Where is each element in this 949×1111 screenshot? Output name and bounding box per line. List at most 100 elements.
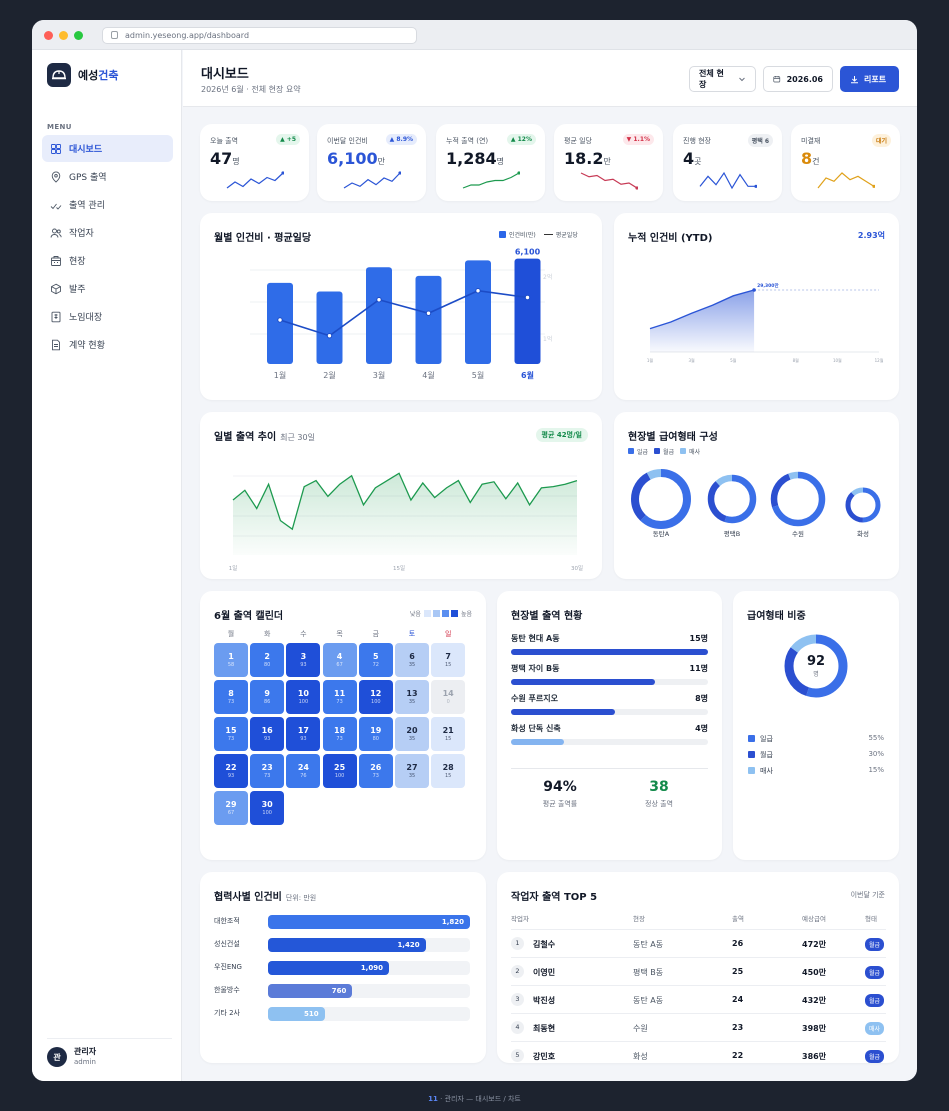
ytd-tick-label: 5월 (730, 357, 737, 363)
sidebar-item-6[interactable]: 발주 (42, 275, 173, 302)
x-tick-label: 5월 (472, 370, 484, 380)
avg-wage-point-3[interactable] (376, 297, 382, 303)
divider (511, 768, 708, 769)
maximize-window-button[interactable] (74, 31, 83, 40)
partner-bar-4[interactable]: 760 (268, 984, 353, 998)
kpi-card-5[interactable]: 진행 현장 평택 6 4곳 (673, 124, 782, 201)
donut-2-segment-2[interactable] (707, 474, 757, 524)
calendar-day-15[interactable]: 15 73 (214, 717, 248, 751)
calendar-day-7[interactable]: 7 15 (431, 643, 466, 677)
donut-3-segment-2[interactable] (770, 471, 826, 527)
calendar-day-29[interactable]: 29 67 (214, 791, 248, 825)
month-picker[interactable]: 2026.06 (763, 66, 833, 92)
sidebar-item-4[interactable]: 작업자 (42, 219, 173, 246)
report-button[interactable]: 리포트 (840, 66, 899, 92)
kpi-card-6[interactable]: 미결재 대기 8건 (791, 124, 900, 201)
calendar-day-1[interactable]: 1 58 (214, 643, 248, 677)
table-row[interactable]: 4 최동현 수원 23 398만 매사 (511, 1013, 886, 1041)
monthly-bar-3[interactable] (366, 267, 392, 364)
kpi-card-3[interactable]: 누적 출역 (연) ▲ 12% 1,284명 (436, 124, 545, 201)
donut-1-segment-2[interactable] (631, 469, 691, 529)
donut-4-segment-2[interactable] (845, 487, 881, 523)
partner-bar-track: 1,090 (268, 961, 470, 975)
partner-bar-3[interactable]: 1,090 (268, 961, 389, 975)
calendar-day-30[interactable]: 30 100 (250, 791, 285, 825)
donut-3-segment-3[interactable] (770, 471, 826, 527)
avg-wage-point-2[interactable] (326, 333, 333, 339)
partner-bar-5[interactable]: 510 (268, 1007, 325, 1021)
sidebar-item-7[interactable]: 노임대장 (42, 303, 173, 330)
avg-wage-point-4[interactable] (425, 310, 432, 316)
partner-bar-2[interactable]: 1,420 (268, 938, 426, 952)
site-select[interactable]: 전체 현장 (689, 66, 756, 92)
calendar-day-8[interactable]: 8 73 (214, 680, 248, 714)
calendar-day-25[interactable]: 25 100 (322, 754, 357, 788)
monthly-chart-title: 월별 인건비 · 평균일당 (214, 233, 312, 244)
calendar-day-21[interactable]: 21 15 (431, 717, 466, 751)
calendar-day-14[interactable]: 14 0 (431, 680, 466, 714)
pay-ratio-segment-2[interactable] (784, 634, 848, 698)
address-bar[interactable]: admin.yeseong.app/dashboard (102, 27, 417, 44)
calendar-day-4[interactable]: 4 67 (322, 643, 357, 677)
monthly-bar-4[interactable] (415, 275, 442, 364)
calendar-day-2[interactable]: 2 80 (250, 643, 285, 677)
calendar-day-19[interactable]: 19 80 (358, 717, 393, 751)
calendar-day-16[interactable]: 16 93 (250, 717, 285, 751)
kpi-badge: 평택 6 (747, 134, 773, 147)
close-window-button[interactable] (44, 31, 53, 40)
sidebar-item-1[interactable]: 대시보드 (42, 135, 173, 162)
calendar-day-20[interactable]: 20 35 (395, 717, 429, 751)
calendar-day-10[interactable]: 10 100 (286, 680, 321, 714)
box-icon (51, 283, 61, 294)
calendar-day-13[interactable]: 13 35 (395, 680, 429, 714)
user-profile[interactable]: 관 관리자 admin (47, 1038, 172, 1067)
table-row[interactable]: 2 이영민 평택 B동 25 450만 월급 (511, 957, 886, 985)
table-row[interactable]: 1 김철수 동탄 A동 26 472만 월급 (511, 929, 886, 957)
sidebar-item-8[interactable]: 계약 현황 (42, 331, 173, 358)
calendar-day-9[interactable]: 9 86 (250, 680, 285, 714)
pay-ratio-segment-3[interactable] (784, 634, 848, 698)
kpi-card-4[interactable]: 평균 일당 ▼ 1.1% 18.2만 (554, 124, 663, 201)
table-row[interactable]: 3 박진성 동탄 A동 24 432만 월급 (511, 985, 886, 1013)
calendar-day-26[interactable]: 26 73 (358, 754, 393, 788)
calendar-day-17[interactable]: 17 93 (286, 717, 321, 751)
avg-wage-point-5[interactable] (475, 288, 481, 294)
monthly-bar-2[interactable] (316, 291, 343, 364)
monthly-bar-1[interactable] (267, 282, 293, 364)
sparkline-end-point (398, 171, 401, 175)
monthly-bar-5[interactable] (465, 260, 491, 364)
sidebar-item-3[interactable]: 출역 관리 (42, 191, 173, 218)
sidebar-item-2[interactable]: GPS 출역 (42, 163, 173, 190)
scale-swatch-2 (432, 610, 440, 617)
avg-wage-point-1[interactable] (277, 317, 283, 323)
calendar-day-18[interactable]: 18 73 (322, 717, 357, 751)
kpi-card-1[interactable]: 오늘 출역 ▲ +5 47명 (200, 124, 309, 201)
donut-4-segment-3[interactable] (845, 487, 881, 523)
minimize-window-button[interactable] (59, 31, 68, 40)
monthly-bar-6[interactable] (514, 258, 541, 364)
ytd-current-point[interactable] (752, 288, 756, 292)
calendar-day-12[interactable]: 12 100 (358, 680, 393, 714)
calendar-day-5[interactable]: 5 72 (358, 643, 393, 677)
kpi-card-2[interactable]: 이번달 인건비 ▲ 8.9% 6,100만 (317, 124, 426, 201)
calendar-day-28[interactable]: 28 15 (431, 754, 466, 788)
lock-icon (111, 31, 118, 39)
partner-bar-1[interactable]: 1,820 (268, 915, 470, 929)
avg-wage-point-6[interactable] (524, 294, 531, 301)
calendar-day-3[interactable]: 3 93 (286, 643, 321, 677)
calendar-day-22[interactable]: 22 93 (214, 754, 248, 788)
calendar-day-23[interactable]: 23 73 (250, 754, 285, 788)
pay-ratio-card: 급여형태 비중 92 명 일급 55% 월급 30% 매사 15% (733, 591, 899, 860)
sidebar-item-5[interactable]: 현장 (42, 247, 173, 274)
brand[interactable]: 예성건축 (47, 63, 119, 87)
donuts-legend: 일급 월급 매사 (628, 447, 700, 456)
donut-1-segment-3[interactable] (631, 469, 691, 529)
calendar-day-11[interactable]: 11 73 (322, 680, 357, 714)
calendar-day-24[interactable]: 24 76 (286, 754, 321, 788)
daily-subtitle: 최근 30일 (280, 433, 315, 442)
building-icon (51, 255, 61, 266)
calendar-day-27[interactable]: 27 35 (395, 754, 429, 788)
table-row[interactable]: 5 강민호 화성 22 386만 월급 (511, 1041, 886, 1069)
donut-2-segment-3[interactable] (707, 474, 757, 524)
calendar-day-6[interactable]: 6 35 (395, 643, 429, 677)
